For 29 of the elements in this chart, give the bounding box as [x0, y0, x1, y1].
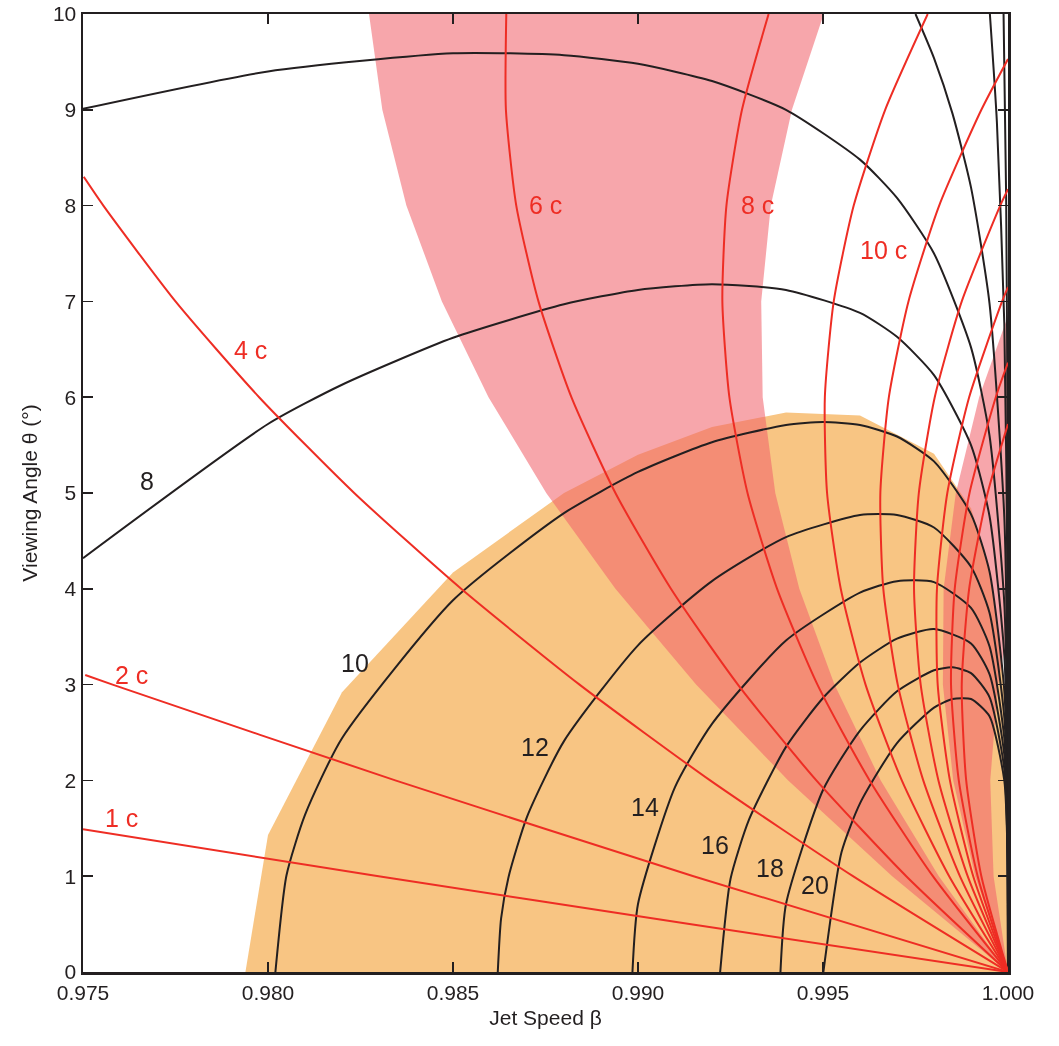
y-tick-label: 10: [52, 2, 77, 26]
series-label: 6 c: [529, 191, 563, 219]
series-label: 1 c: [105, 804, 139, 832]
series-label: 8: [140, 467, 154, 495]
x-tick-label: 0.985: [426, 980, 480, 1004]
series-label: 12: [521, 733, 549, 761]
series-label: 10: [341, 649, 369, 677]
x-axis-title: Jet Speed β: [489, 1006, 602, 1030]
series-label: 16: [701, 831, 729, 859]
y-tick-label: 7: [64, 289, 77, 313]
y-tick-label: 5: [64, 481, 77, 505]
series-label: 14: [631, 793, 659, 821]
y-tick-label: 6: [64, 385, 77, 409]
series-label: 18: [756, 854, 784, 882]
series-label: 10 c: [860, 236, 908, 264]
y-tick-label: 3: [64, 672, 77, 696]
y-tick-label: 8: [64, 193, 77, 217]
series-label: 20: [801, 871, 829, 899]
x-tick-label: 0.990: [611, 980, 665, 1004]
y-tick-label: 9: [64, 98, 77, 122]
y-tick-label: 1: [64, 864, 77, 888]
x-tick-label: 0.995: [796, 980, 850, 1004]
series-label: 2 c: [115, 661, 149, 689]
y-axis-title: Viewing Angle θ (°): [17, 404, 41, 582]
y-tick-label: 2: [64, 768, 77, 792]
x-tick-label: 1.000: [981, 980, 1035, 1004]
x-tick-label: 0.980: [241, 980, 295, 1004]
y-tick-label: 4: [64, 577, 77, 601]
series-label: 4 c: [234, 336, 268, 364]
